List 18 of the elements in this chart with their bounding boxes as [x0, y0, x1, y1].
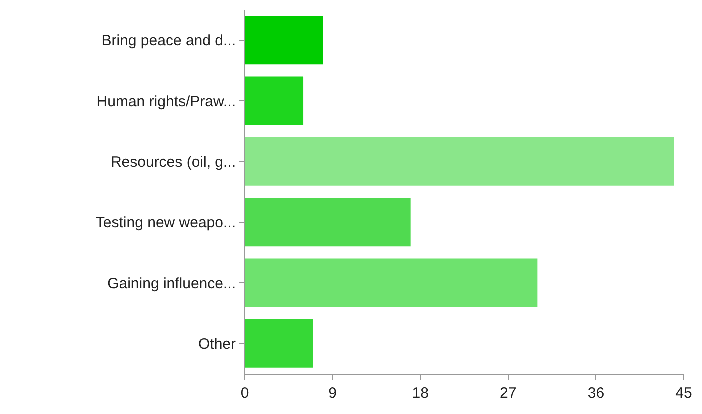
- bar: [245, 258, 538, 308]
- bar: [245, 198, 411, 247]
- x-tick-label: 45: [676, 385, 692, 402]
- y-tick-label: Other: [198, 336, 236, 353]
- x-tick-label: 9: [328, 385, 337, 402]
- bar: [245, 319, 314, 368]
- bar: [245, 137, 674, 186]
- x-tick-label: 0: [240, 385, 250, 402]
- bar: [245, 16, 324, 65]
- y-tick-label: Resources (oil, g...: [110, 154, 236, 171]
- y-tick-label: Bring peace and d...: [102, 32, 236, 50]
- x-tick-label: 36: [588, 385, 605, 402]
- y-tick-label: Testing new weapo...: [96, 214, 236, 232]
- bar: [245, 76, 304, 126]
- y-tick-label: Human rights/Praw...: [96, 93, 236, 110]
- y-tick-label: Gaining influence...: [108, 275, 236, 292]
- x-tick-label: 27: [500, 385, 517, 402]
- x-tick-label: 18: [412, 385, 429, 402]
